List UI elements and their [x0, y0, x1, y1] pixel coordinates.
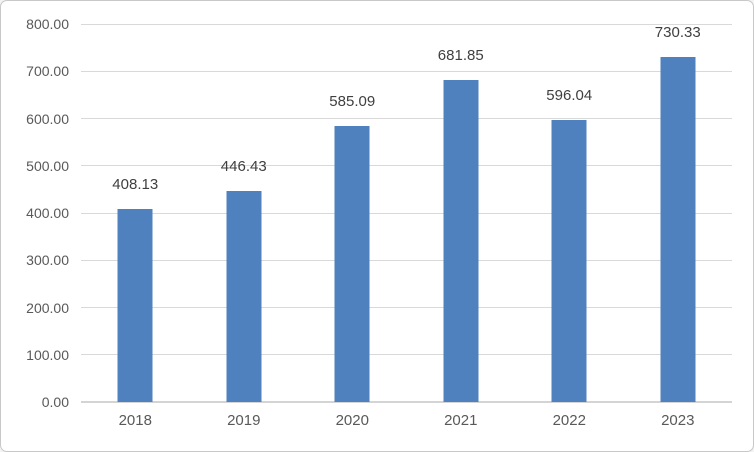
- gridline: [81, 354, 732, 356]
- y-tick-label: 0.00: [41, 394, 69, 410]
- category-slot-2022: 596.04: [515, 24, 624, 402]
- gridline: [81, 259, 732, 261]
- gridline: [81, 70, 732, 72]
- x-axis: 2018 2019 2020 2021 2022 2023: [81, 411, 732, 435]
- bar-value-label-2020: 585.09: [329, 92, 376, 110]
- x-tick-label-2019: 2019: [227, 412, 261, 429]
- bar-2019[interactable]: [226, 191, 262, 402]
- y-tick-label: 200.00: [26, 299, 69, 316]
- gridline: [81, 23, 732, 25]
- category-slot-2021: 681.85: [407, 24, 516, 402]
- x-tick-label-2020: 2020: [335, 412, 369, 429]
- bar-2022[interactable]: [551, 120, 587, 402]
- bar-value-label-2019: 446.43: [220, 158, 267, 176]
- gridline: [81, 118, 732, 119]
- category-slot-2023: 730.33: [624, 24, 733, 402]
- x-tick-label-2022: 2022: [552, 412, 586, 429]
- y-axis: 0.00 100.00 200.00 300.00 400.00 500.00 600.00…: [1, 1, 69, 451]
- category-slot-2019: 446.43: [190, 24, 299, 402]
- x-tick-label-2023: 2023: [661, 412, 695, 429]
- category-slot-2020: 585.09: [298, 24, 407, 402]
- y-tick-label: 400.00: [26, 205, 69, 221]
- y-tick-label: 800.00: [26, 16, 69, 32]
- gridline: [81, 165, 732, 167]
- gridline: [81, 307, 732, 308]
- y-tick-label: 300.00: [26, 252, 69, 269]
- bar-value-label-2021: 681.85: [437, 46, 484, 64]
- x-axis-line: [81, 401, 732, 403]
- bar-value-label-2018: 408.13: [112, 176, 159, 194]
- y-tick-label: 500.00: [26, 157, 69, 174]
- gridline: [81, 212, 732, 214]
- x-tick-label-2018: 2018: [118, 412, 152, 429]
- y-tick-label: 100.00: [26, 346, 69, 363]
- bar-2023[interactable]: [660, 56, 696, 402]
- y-tick-label: 600.00: [26, 110, 69, 127]
- bar-value-label-2022: 596.04: [546, 87, 593, 105]
- y-tick-label: 700.00: [26, 63, 69, 80]
- bar-value-label-2023: 730.33: [654, 23, 701, 41]
- bar-2021[interactable]: [443, 79, 479, 402]
- plot-area: 408.13 446.43 585.09 681.85 596.04 730.33: [81, 23, 733, 403]
- bar-2018[interactable]: [117, 209, 153, 402]
- category-slot-2018: 408.13: [81, 24, 190, 402]
- x-tick-label-2021: 2021: [444, 412, 478, 429]
- bar-2020[interactable]: [334, 125, 370, 402]
